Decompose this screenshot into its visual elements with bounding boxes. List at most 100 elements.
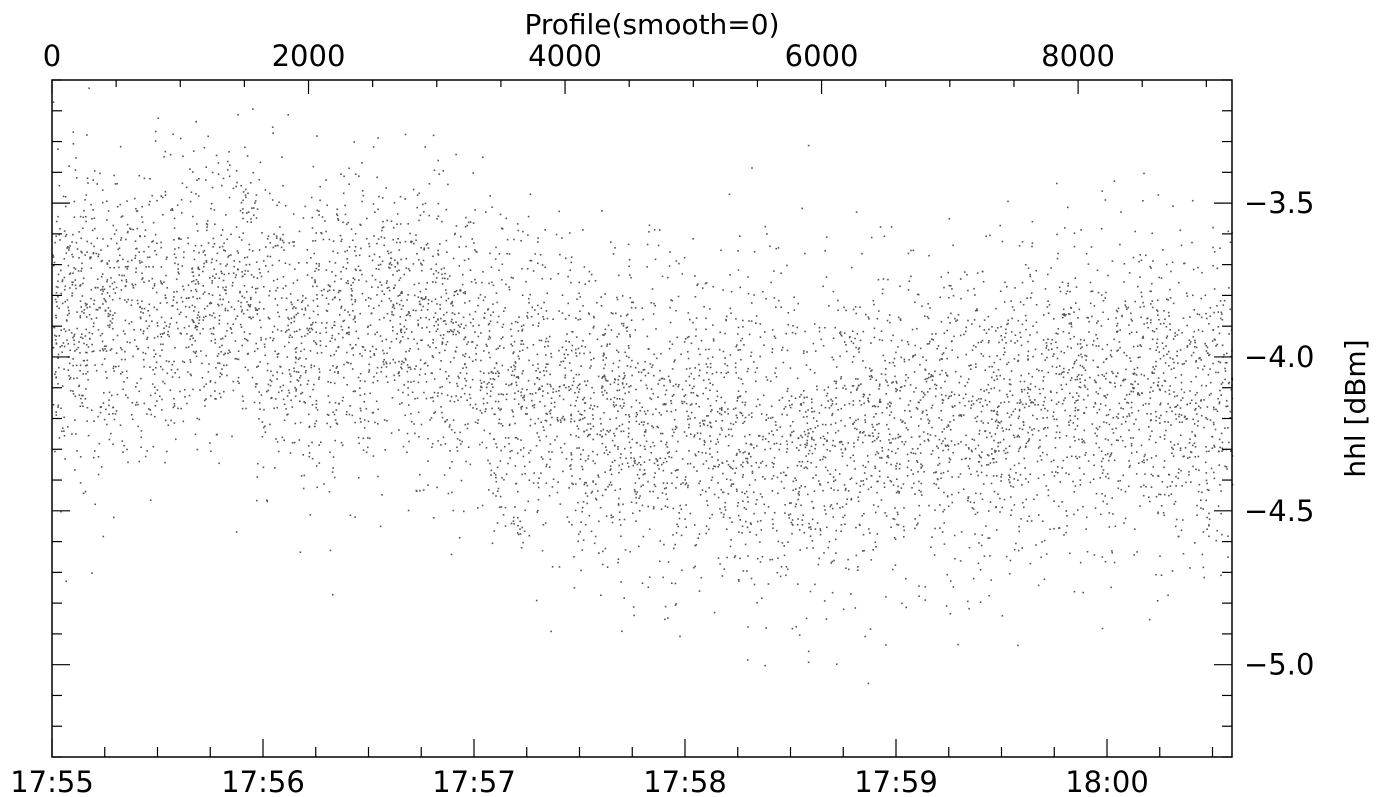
data-point bbox=[615, 428, 618, 430]
data-point bbox=[218, 362, 221, 364]
data-point bbox=[937, 464, 939, 466]
data-point bbox=[504, 307, 506, 309]
data-point bbox=[563, 384, 565, 386]
data-point bbox=[617, 379, 620, 381]
data-point bbox=[446, 377, 448, 380]
data-point bbox=[488, 489, 490, 491]
data-point bbox=[1179, 349, 1182, 351]
data-point bbox=[336, 208, 338, 211]
data-point bbox=[316, 294, 318, 296]
data-point bbox=[386, 312, 389, 315]
data-point bbox=[984, 430, 987, 432]
data-point bbox=[1046, 426, 1049, 429]
data-point bbox=[600, 296, 602, 298]
data-point bbox=[987, 383, 990, 386]
data-point bbox=[407, 387, 409, 389]
data-point bbox=[832, 358, 835, 361]
data-point bbox=[479, 389, 482, 392]
data-point bbox=[1052, 355, 1054, 357]
data-point bbox=[1013, 464, 1016, 467]
data-point bbox=[82, 216, 85, 219]
data-point bbox=[1190, 451, 1193, 454]
data-point bbox=[111, 322, 113, 324]
data-point bbox=[568, 386, 570, 388]
data-point bbox=[548, 335, 551, 338]
data-point bbox=[1134, 528, 1136, 530]
data-point bbox=[737, 326, 740, 329]
data-point bbox=[1173, 444, 1176, 446]
data-point bbox=[75, 364, 78, 367]
data-point bbox=[134, 339, 136, 341]
data-point bbox=[840, 441, 843, 443]
data-point bbox=[1179, 407, 1182, 409]
data-point bbox=[474, 249, 476, 251]
data-point bbox=[1130, 445, 1133, 447]
data-point bbox=[62, 342, 65, 344]
data-point bbox=[391, 306, 394, 308]
data-point bbox=[1100, 460, 1103, 463]
data-point bbox=[855, 482, 858, 485]
data-point bbox=[644, 429, 647, 431]
data-point bbox=[518, 357, 520, 360]
data-point bbox=[188, 325, 190, 328]
data-point bbox=[198, 274, 200, 276]
data-point bbox=[430, 417, 433, 419]
data-point bbox=[785, 574, 787, 577]
data-point bbox=[1191, 431, 1193, 433]
data-point bbox=[378, 318, 381, 321]
data-point bbox=[895, 387, 897, 390]
data-point bbox=[316, 352, 319, 354]
data-point bbox=[812, 342, 815, 345]
data-point bbox=[81, 310, 83, 313]
data-point bbox=[890, 402, 892, 405]
data-point bbox=[510, 374, 513, 376]
data-point bbox=[388, 289, 391, 292]
data-point bbox=[502, 323, 505, 326]
data-point bbox=[114, 413, 117, 415]
data-point bbox=[142, 332, 145, 335]
data-point bbox=[311, 323, 313, 326]
data-point bbox=[905, 606, 907, 609]
data-point bbox=[761, 460, 764, 463]
data-point bbox=[240, 326, 243, 328]
data-point bbox=[104, 310, 107, 312]
data-point bbox=[621, 423, 624, 426]
data-point bbox=[436, 328, 439, 330]
data-point bbox=[266, 500, 269, 503]
data-point bbox=[703, 443, 706, 446]
data-point bbox=[863, 394, 865, 396]
data-point bbox=[1099, 387, 1101, 390]
data-point bbox=[943, 543, 946, 545]
data-point bbox=[483, 381, 485, 383]
data-point bbox=[942, 449, 944, 452]
data-point bbox=[958, 401, 961, 404]
data-point bbox=[87, 379, 89, 381]
data-point bbox=[559, 419, 562, 421]
data-point bbox=[995, 307, 997, 310]
data-point bbox=[1136, 451, 1138, 453]
data-point bbox=[1178, 413, 1181, 416]
data-point bbox=[1138, 394, 1141, 396]
data-point bbox=[496, 321, 499, 324]
data-point bbox=[962, 414, 965, 416]
data-point bbox=[60, 269, 62, 272]
data-point bbox=[702, 392, 704, 395]
data-point bbox=[221, 245, 224, 248]
data-point bbox=[363, 427, 366, 429]
data-point bbox=[307, 379, 310, 382]
data-point bbox=[916, 461, 919, 463]
data-point bbox=[564, 374, 567, 377]
data-point bbox=[694, 417, 696, 419]
data-point bbox=[1036, 494, 1038, 496]
data-point bbox=[217, 303, 219, 306]
data-point bbox=[842, 387, 844, 389]
data-point bbox=[789, 404, 791, 407]
data-point bbox=[834, 445, 836, 447]
data-point bbox=[69, 287, 71, 289]
data-point bbox=[526, 268, 529, 270]
data-point bbox=[266, 238, 269, 240]
data-point bbox=[61, 302, 64, 305]
data-point bbox=[65, 233, 68, 236]
data-point bbox=[464, 302, 466, 304]
data-point bbox=[1228, 287, 1230, 289]
